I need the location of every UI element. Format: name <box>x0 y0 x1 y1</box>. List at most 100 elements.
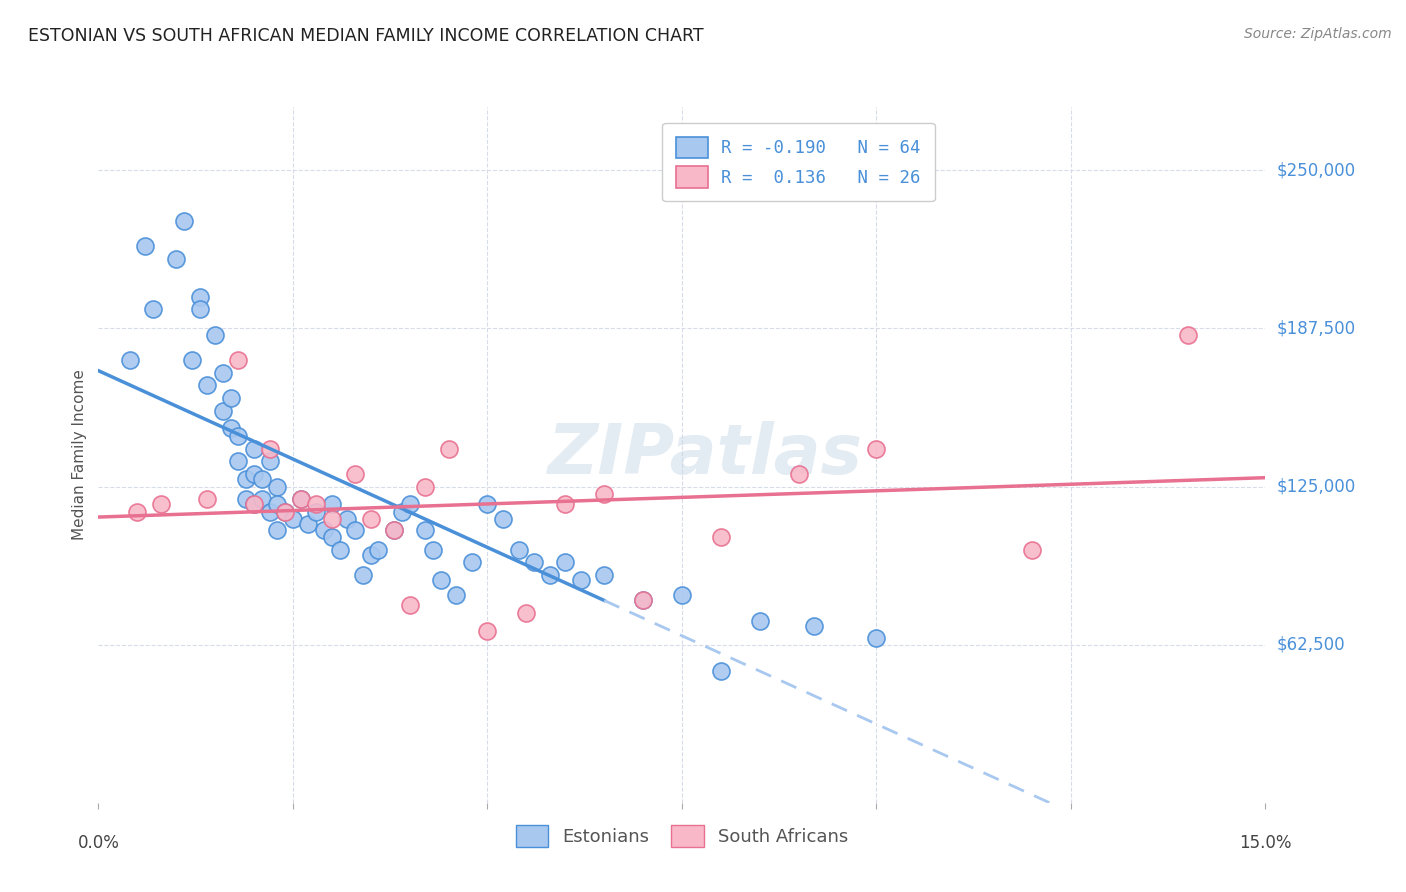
Point <box>413 523 436 537</box>
Point <box>305 505 328 519</box>
Point <box>1021 542 1043 557</box>
Point <box>360 548 382 562</box>
Point <box>274 505 297 519</box>
Point <box>235 492 257 507</box>
Point <box>134 239 156 253</box>
Point <box>266 523 288 537</box>
Point <box>538 568 561 582</box>
Text: 15.0%: 15.0% <box>1239 834 1292 852</box>
Point <box>243 497 266 511</box>
Point <box>259 454 281 468</box>
Point <box>243 467 266 481</box>
Point <box>446 588 468 602</box>
Point <box>180 353 202 368</box>
Point <box>865 442 887 456</box>
Text: $62,500: $62,500 <box>1277 636 1346 654</box>
Text: $187,500: $187,500 <box>1277 319 1357 337</box>
Point <box>437 442 460 456</box>
Point <box>523 556 546 570</box>
Point <box>149 497 172 511</box>
Text: $125,000: $125,000 <box>1277 477 1357 496</box>
Point <box>228 353 250 368</box>
Text: 0.0%: 0.0% <box>77 834 120 852</box>
Point <box>422 542 444 557</box>
Point <box>281 512 304 526</box>
Point <box>243 497 266 511</box>
Point <box>212 403 235 417</box>
Point <box>352 568 374 582</box>
Point <box>360 512 382 526</box>
Point <box>321 512 343 526</box>
Point <box>477 624 499 638</box>
Text: ZIPatlas: ZIPatlas <box>548 421 863 489</box>
Point <box>413 479 436 493</box>
Point <box>266 497 288 511</box>
Point <box>803 618 825 632</box>
Point <box>305 497 328 511</box>
Point <box>195 492 218 507</box>
Point <box>329 542 352 557</box>
Point <box>274 505 297 519</box>
Point <box>173 214 195 228</box>
Point <box>312 523 335 537</box>
Point <box>344 523 367 537</box>
Point <box>204 327 226 342</box>
Point <box>259 442 281 456</box>
Point <box>336 512 359 526</box>
Point <box>228 429 250 443</box>
Text: Source: ZipAtlas.com: Source: ZipAtlas.com <box>1244 27 1392 41</box>
Point <box>259 505 281 519</box>
Point <box>391 505 413 519</box>
Point <box>593 487 616 501</box>
Point <box>671 588 693 602</box>
Point <box>748 614 770 628</box>
Point <box>593 568 616 582</box>
Point <box>118 353 141 368</box>
Point <box>297 517 319 532</box>
Point <box>188 302 211 317</box>
Point <box>142 302 165 317</box>
Point <box>165 252 187 266</box>
Point <box>321 530 343 544</box>
Legend: Estonians, South Africans: Estonians, South Africans <box>506 816 858 856</box>
Point <box>710 665 733 679</box>
Point <box>398 497 420 511</box>
Point <box>515 606 537 620</box>
Point <box>290 492 312 507</box>
Y-axis label: Median Family Income: Median Family Income <box>72 369 87 541</box>
Text: ESTONIAN VS SOUTH AFRICAN MEDIAN FAMILY INCOME CORRELATION CHART: ESTONIAN VS SOUTH AFRICAN MEDIAN FAMILY … <box>28 27 704 45</box>
Point <box>219 391 242 405</box>
Point <box>477 497 499 511</box>
Point <box>250 472 273 486</box>
Point <box>710 530 733 544</box>
Point <box>321 497 343 511</box>
Point <box>492 512 515 526</box>
Point <box>508 542 530 557</box>
Point <box>382 523 405 537</box>
Point <box>461 556 484 570</box>
Text: $250,000: $250,000 <box>1277 161 1357 179</box>
Point <box>188 290 211 304</box>
Point <box>219 421 242 435</box>
Point <box>235 472 257 486</box>
Point <box>266 479 288 493</box>
Point <box>250 492 273 507</box>
Point <box>787 467 810 481</box>
Point <box>398 599 420 613</box>
Point <box>429 573 451 587</box>
Point <box>228 454 250 468</box>
Point <box>243 442 266 456</box>
Point <box>127 505 149 519</box>
Point <box>865 632 887 646</box>
Point <box>212 366 235 380</box>
Point <box>344 467 367 481</box>
Point <box>382 523 405 537</box>
Point <box>290 492 312 507</box>
Point <box>554 497 576 511</box>
Point <box>195 378 218 392</box>
Point <box>631 593 654 607</box>
Point <box>1177 327 1199 342</box>
Point <box>554 556 576 570</box>
Point <box>569 573 592 587</box>
Point <box>367 542 389 557</box>
